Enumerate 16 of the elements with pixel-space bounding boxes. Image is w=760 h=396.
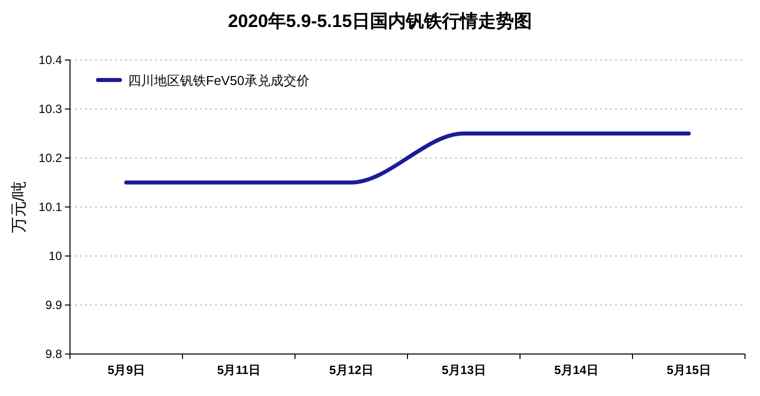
x-tick-label: 5月14日 — [554, 363, 598, 377]
y-tick-label: 9.8 — [45, 347, 62, 361]
x-tick-label: 5月11日 — [217, 363, 260, 377]
x-tick-label: 5月15日 — [666, 363, 711, 377]
y-axis-title: 万元/吨 — [10, 180, 28, 234]
chart-title: 2020年5.9-5.15日国内钒铁行情走势图 — [228, 11, 532, 31]
y-tick-label: 9.9 — [45, 298, 62, 312]
y-tick-label: 10.2 — [38, 151, 62, 165]
y-tick-label: 10.1 — [38, 200, 62, 214]
legend-label: 四川地区钒铁FeV50承兑成交价 — [128, 73, 310, 88]
x-tick-label: 5月12日 — [329, 363, 374, 377]
y-tick-label: 10.4 — [38, 53, 62, 67]
x-tick-label: 5月9日 — [108, 363, 145, 377]
x-tick-label: 5月13日 — [442, 363, 486, 377]
y-tick-label: 10 — [48, 249, 62, 263]
y-tick-label: 10.3 — [38, 102, 62, 116]
